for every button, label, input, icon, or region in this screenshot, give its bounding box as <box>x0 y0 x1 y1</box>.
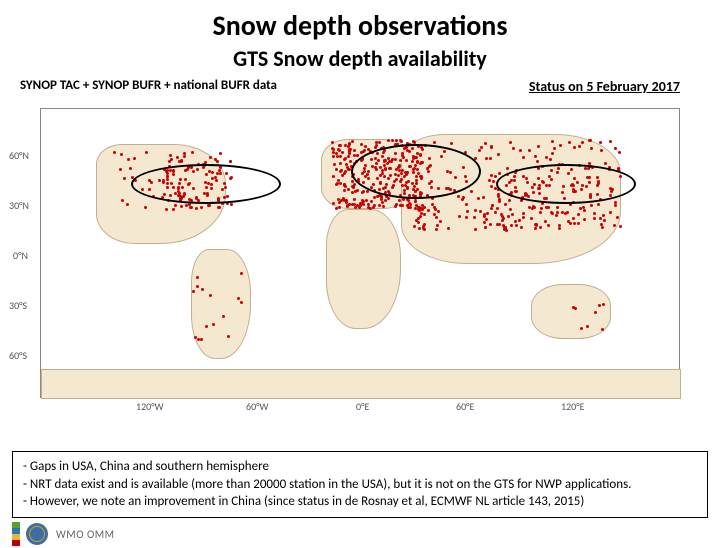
data-source-label: SYNOP TAC + SYNOP BUFR + national BUFR d… <box>20 78 277 95</box>
xtick-1: 60°W <box>246 400 268 413</box>
ytick-2: 0°N <box>13 249 28 262</box>
page-subtitle: GTS Snow depth availability <box>0 45 720 72</box>
gap-ellipse-europe <box>351 144 481 199</box>
wmo-logo-icon <box>26 523 48 545</box>
xtick-4: 120°E <box>561 400 584 413</box>
ytick-1: 30°N <box>9 199 29 212</box>
label-row: SYNOP TAC + SYNOP BUFR + national BUFR d… <box>0 72 720 95</box>
note-line: - NRT data exist and is available (more … <box>23 476 697 494</box>
footer-text: WMO OMM <box>56 528 115 541</box>
note-line: - Gaps in USA, China and southern hemisp… <box>23 458 697 476</box>
landmass-antarctica <box>41 369 681 399</box>
landmass-sa <box>191 249 251 359</box>
landmass-af <box>326 209 401 329</box>
ytick-0: 60°N <box>9 149 29 162</box>
color-bars <box>12 522 20 546</box>
landmass-aus <box>531 284 611 339</box>
bar-3 <box>12 540 20 546</box>
page-title: Snow depth observations <box>0 8 720 43</box>
xtick-3: 60°E <box>456 400 474 413</box>
ytick-4: 60°S <box>9 349 27 362</box>
world-map: 60°N 30°N 0°N 30°S 60°S 120°W 60°W 0°E 6… <box>40 108 680 398</box>
xtick-2: 0°E <box>356 400 369 413</box>
note-line: - However, we note an improvement in Chi… <box>23 493 697 511</box>
footer: WMO OMM <box>0 520 720 548</box>
gap-ellipse-china <box>496 164 636 204</box>
ytick-3: 30°S <box>9 299 27 312</box>
status-date-label: Status on 5 February 2017 <box>529 78 680 95</box>
xtick-0: 120°W <box>136 400 164 413</box>
gap-ellipse-usa <box>131 164 281 204</box>
notes-box: - Gaps in USA, China and southern hemisp… <box>12 451 708 518</box>
